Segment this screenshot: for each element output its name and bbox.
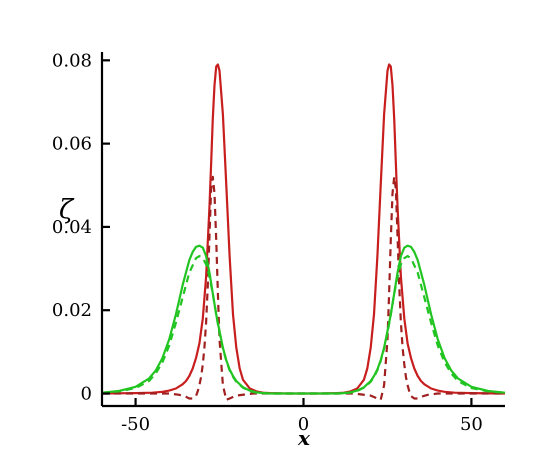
series-layer — [101, 63, 506, 401]
ticks: 0 0.02 0.04 0.06 0.08 -50 0 50 — [52, 50, 483, 435]
y-axis-label: ζ — [59, 195, 75, 225]
x-tick-label: -50 — [121, 414, 150, 435]
x-tick-label: 0 — [298, 414, 309, 435]
y-tick-label: 0.08 — [52, 50, 92, 71]
y-tick-label: 0.02 — [52, 300, 92, 321]
y-tick-label: 0 — [81, 384, 92, 405]
y-tick-label: 0.04 — [52, 217, 92, 238]
axes — [100, 52, 505, 408]
series-line-4-dashed — [101, 255, 506, 395]
series-line-3-solid — [101, 244, 506, 395]
x-axis-label: x — [297, 426, 311, 450]
x-tick-label: 50 — [460, 414, 483, 435]
series-line-2-dashed — [102, 175, 505, 401]
series-line-1-solid — [101, 63, 506, 395]
y-tick-label: 0.06 — [52, 134, 92, 155]
